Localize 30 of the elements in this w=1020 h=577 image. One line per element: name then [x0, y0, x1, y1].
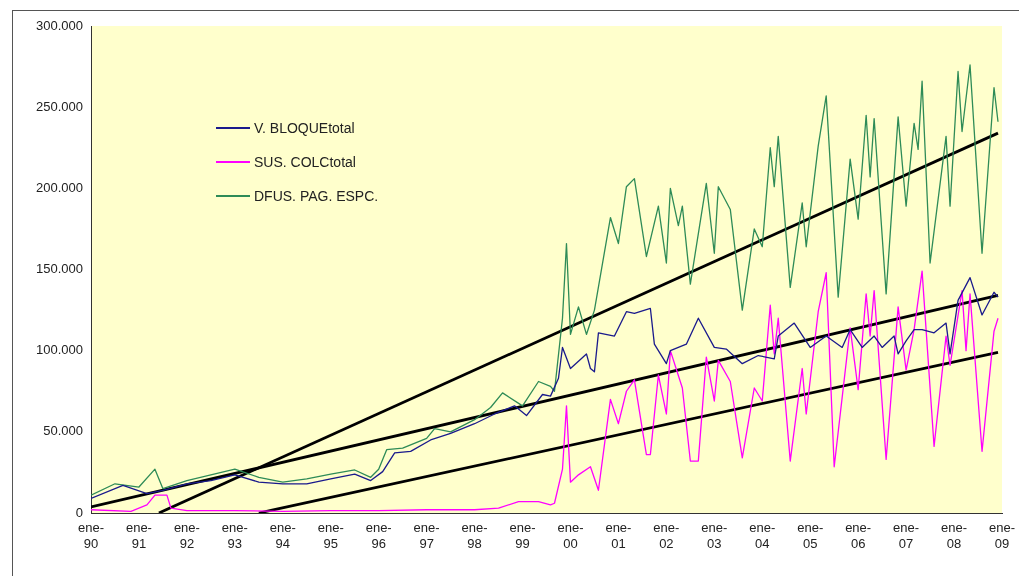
x-tick-label: ene- 05 — [797, 520, 824, 551]
x-tick-label: ene- 98 — [461, 520, 488, 551]
y-tick-label: 250.000 — [36, 98, 83, 114]
legend-label: DFUS. PAG. ESPC. — [254, 188, 379, 204]
x-tick-label: ene- 94 — [269, 520, 296, 551]
x-tick-label: ene- 91 — [125, 520, 152, 551]
legend-label: V. BLOQUEtotal — [254, 120, 355, 136]
x-tick-label: ene- 97 — [413, 520, 440, 551]
x-tick-label: ene- 99 — [509, 520, 536, 551]
y-tick-label: 300.000 — [36, 17, 83, 33]
y-tick-label: 50.000 — [43, 423, 83, 439]
x-tick-label: ene- 95 — [317, 520, 344, 551]
x-tick-label: ene- 90 — [77, 520, 105, 551]
x-tick-label: ene- 08 — [941, 520, 968, 551]
x-tick-label: ene- 06 — [845, 520, 872, 551]
y-tick-label: 150.000 — [36, 261, 83, 277]
x-tick-label: ene- 01 — [605, 520, 632, 551]
y-tick-label: 100.000 — [36, 342, 83, 358]
y-tick-label: 200.000 — [36, 179, 83, 195]
x-tick-label: ene- 04 — [749, 520, 776, 551]
x-tick-label: ene- 09 — [988, 520, 1016, 551]
x-tick-label: ene- 00 — [557, 520, 584, 551]
x-tick-label: ene- 02 — [653, 520, 680, 551]
legend-label: SUS. COLCtotal — [254, 154, 356, 170]
x-tick-label: ene- 92 — [173, 520, 200, 551]
x-tick-label: ene- 07 — [893, 520, 920, 551]
x-tick-label: ene- 93 — [221, 520, 248, 551]
y-tick-label: 0 — [75, 504, 83, 520]
x-tick-label: ene- 03 — [701, 520, 728, 551]
x-tick-label: ene- 96 — [365, 520, 392, 551]
